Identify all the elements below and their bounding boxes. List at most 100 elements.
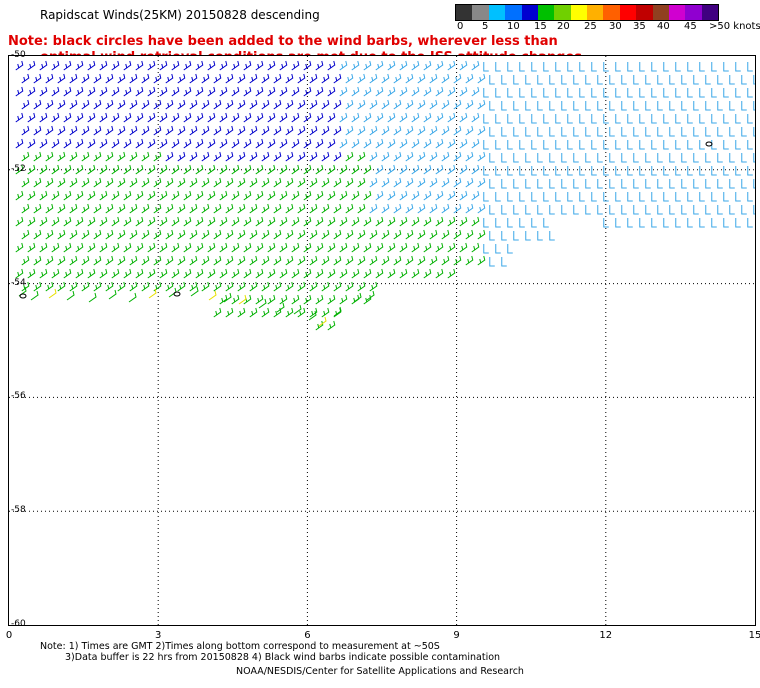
wind-barb [105,151,114,162]
wind-barb [267,138,276,149]
wind-barb [495,140,501,150]
wind-barb [471,164,480,175]
time-axis: 0 3 6 9 12 15 [6,630,760,642]
wind-barb [315,242,324,253]
wind-barb [651,140,657,150]
wind-barb [345,73,354,84]
wind-barb [159,138,168,149]
wind-barb [279,86,288,97]
wind-barb [345,177,354,188]
wind-barb [537,231,543,241]
wind-barb [195,112,204,123]
wind-barb [531,62,537,72]
wind-barb [429,73,438,84]
wind-barb [651,192,657,202]
wind-barb [669,75,675,85]
wind-barb [441,177,450,188]
wind-barb [435,60,444,71]
wind-barb [255,216,264,227]
wind-barb [243,242,252,253]
wind-barb [255,86,264,97]
wind-barb [369,177,378,188]
wind-barb [111,190,120,201]
wind-barb [333,125,342,136]
wind-barb [285,125,294,136]
wind-barb [513,205,519,215]
wind-barb [183,216,192,227]
wind-barb [603,166,609,176]
wind-barb [375,164,384,175]
wind-barb [153,73,162,84]
wind-barb [519,192,525,202]
wind-barb [429,203,438,214]
wind-barb [567,62,573,72]
wind-barb [297,125,306,136]
wind-barb [273,99,282,110]
wind-barb [207,216,216,227]
wind-barb [363,86,372,97]
wind-barb [255,112,264,123]
wind-barb [201,177,210,188]
wind-barb [633,205,639,215]
wind-barb [435,112,444,123]
wind-barb [99,86,108,97]
wind-barb [189,125,198,136]
wind-barb [273,281,282,292]
wind-barb [261,99,270,110]
wind-barb [237,203,246,214]
wind-barb [309,177,318,188]
wind-barb [129,255,138,266]
contamination-circle [705,141,713,147]
wind-barb [171,60,180,71]
wind-barb [57,203,66,214]
wind-barb [135,216,144,227]
wind-barb [243,138,252,149]
wind-barb [45,177,54,188]
wind-barb [123,164,132,175]
wind-barb [477,151,486,162]
wind-barb [321,73,330,84]
wind-barb [231,164,240,175]
wind-barb [117,203,126,214]
wind-barb [501,127,507,137]
wind-barb [39,216,48,227]
wind-barb [675,218,681,228]
wind-barb [519,62,525,72]
wind-barb [381,229,390,240]
wind-barb [639,192,645,202]
wind-barb [741,179,747,189]
wind-barb [327,320,336,331]
wind-barb [171,164,180,175]
wind-barb [207,190,216,201]
wind-barb [753,153,755,163]
wind-barb [717,205,723,215]
wind-barb [717,127,723,137]
wind-barb [411,216,420,227]
wind-barb [495,166,501,176]
wind-barb [621,205,627,215]
legend-swatch [636,5,653,20]
wind-barb [453,99,462,110]
wind-barb [279,138,288,149]
wind-barb [675,166,681,176]
wind-barb [93,255,102,266]
wind-barb [267,112,276,123]
wind-barb [375,190,384,201]
wind-barb [213,281,222,292]
wind-barb [249,73,258,84]
wind-barb [63,112,72,123]
wind-barb [207,112,216,123]
wind-barb [27,164,36,175]
wind-barb [723,62,729,72]
wind-barb [447,86,456,97]
wind-barb [483,88,489,98]
wind-barb [627,192,633,202]
wind-barb [381,177,390,188]
wind-barb [357,99,366,110]
wind-barb [87,190,96,201]
wind-barb [339,242,348,253]
wind-barb [753,205,755,215]
wind-barb [339,60,348,71]
wind-barb [681,153,687,163]
wind-barb [705,127,711,137]
